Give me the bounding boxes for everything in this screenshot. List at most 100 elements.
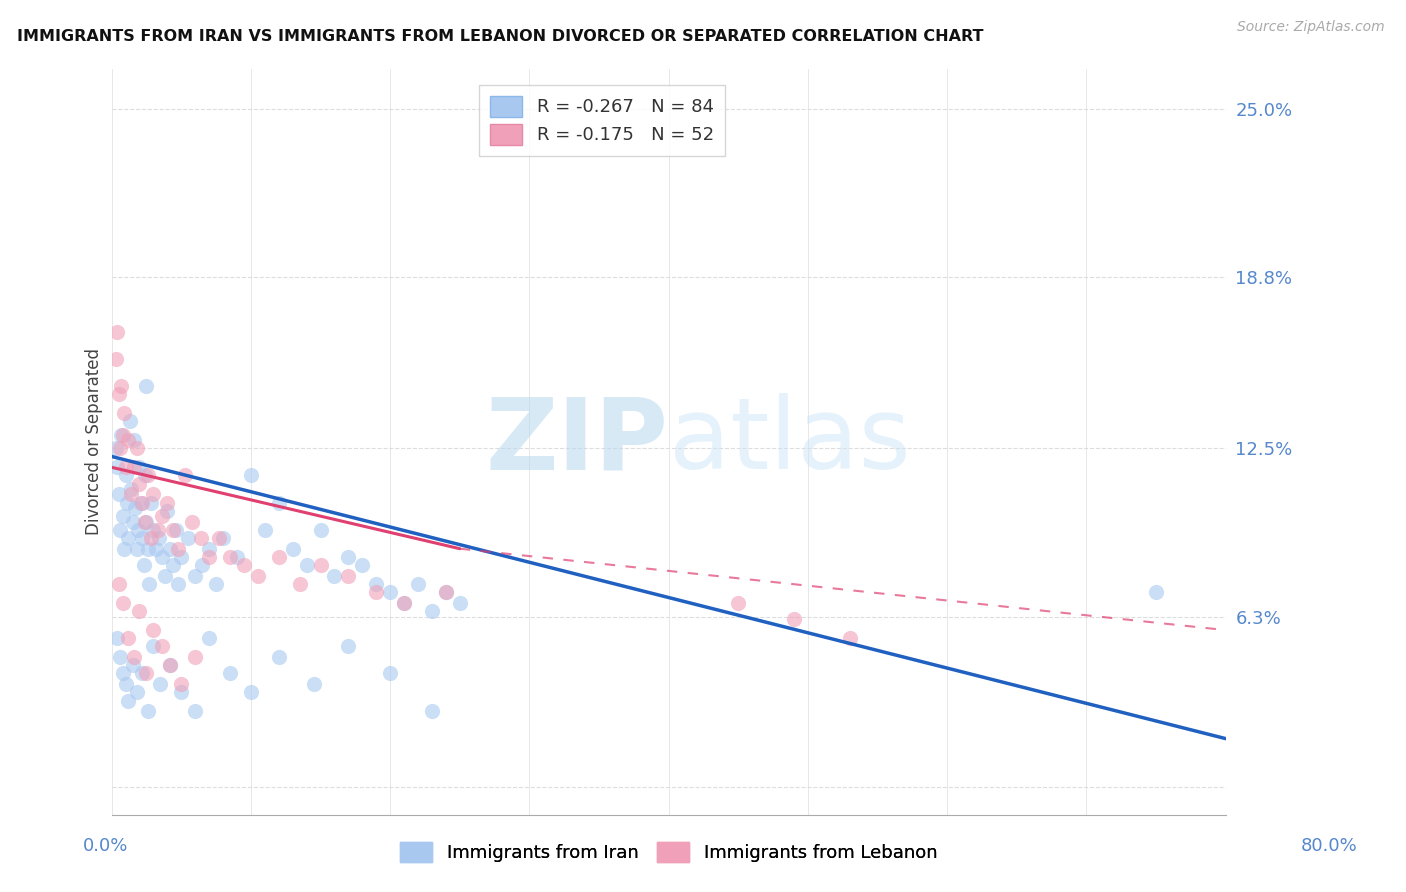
Point [131, 666, 153, 681]
Point [295, 558, 318, 572]
Point [159, 658, 181, 673]
Point [146, 523, 169, 537]
Point [1144, 585, 1167, 599]
Point [107, 487, 129, 501]
Point [105, 325, 128, 339]
Point [378, 585, 401, 599]
Point [107, 577, 129, 591]
Point [108, 442, 131, 456]
Point [135, 379, 157, 393]
Point [267, 495, 290, 509]
Point [111, 509, 134, 524]
Point [366, 577, 388, 591]
Point [104, 351, 127, 366]
Point [783, 612, 806, 626]
Point [124, 501, 146, 516]
Y-axis label: Divorced or Separated: Divorced or Separated [86, 348, 103, 535]
Point [162, 523, 184, 537]
Point [135, 666, 157, 681]
Point [267, 650, 290, 665]
Point [219, 549, 242, 564]
Point [205, 577, 228, 591]
Point [134, 468, 156, 483]
Point [406, 577, 429, 591]
Point [838, 631, 860, 645]
Point [125, 442, 148, 456]
Point [232, 558, 254, 572]
Point [184, 569, 207, 583]
Point [142, 640, 165, 654]
Point [118, 414, 141, 428]
Point [105, 631, 128, 645]
Point [352, 558, 374, 572]
Point [727, 596, 749, 610]
Point [125, 685, 148, 699]
Point [128, 460, 150, 475]
Point [190, 531, 212, 545]
Point [309, 558, 332, 572]
Point [434, 585, 457, 599]
Point [108, 650, 131, 665]
Point [120, 482, 142, 496]
Text: ZIP: ZIP [485, 393, 669, 490]
Point [129, 495, 152, 509]
Point [392, 596, 415, 610]
Point [110, 427, 132, 442]
Point [149, 677, 172, 691]
Point [117, 531, 139, 545]
Point [323, 569, 346, 583]
Point [112, 406, 135, 420]
Text: atlas: atlas [669, 393, 910, 490]
Point [142, 523, 165, 537]
Point [136, 468, 159, 483]
Text: IMMIGRANTS FROM IRAN VS IMMIGRANTS FROM LEBANON DIVORCED OR SEPARATED CORRELATIO: IMMIGRANTS FROM IRAN VS IMMIGRANTS FROM … [17, 29, 983, 44]
Point [153, 569, 176, 583]
Text: 0.0%: 0.0% [83, 837, 128, 855]
Point [165, 523, 187, 537]
Point [156, 504, 179, 518]
Legend: Immigrants from Iran, Immigrants from Lebanon: Immigrants from Iran, Immigrants from Le… [392, 835, 945, 869]
Point [131, 495, 153, 509]
Text: 80.0%: 80.0% [1301, 837, 1357, 855]
Point [191, 558, 214, 572]
Point [122, 460, 145, 475]
Point [170, 685, 193, 699]
Point [198, 541, 221, 556]
Point [337, 549, 360, 564]
Point [114, 677, 136, 691]
Point [177, 531, 200, 545]
Point [198, 631, 221, 645]
Point [184, 705, 207, 719]
Point [120, 487, 142, 501]
Point [111, 596, 134, 610]
Point [108, 523, 131, 537]
Point [132, 558, 155, 572]
Point [392, 596, 415, 610]
Point [110, 379, 132, 393]
Point [281, 541, 304, 556]
Point [378, 666, 401, 681]
Point [174, 468, 197, 483]
Point [148, 531, 170, 545]
Point [239, 685, 262, 699]
Point [150, 509, 173, 524]
Point [167, 577, 190, 591]
Point [420, 705, 443, 719]
Point [138, 577, 160, 591]
Point [134, 515, 156, 529]
Point [112, 541, 135, 556]
Text: Source: ZipAtlas.com: Source: ZipAtlas.com [1237, 20, 1385, 34]
Point [125, 541, 148, 556]
Point [135, 515, 157, 529]
Point [198, 549, 221, 564]
Point [117, 693, 139, 707]
Point [128, 604, 150, 618]
Point [156, 495, 179, 509]
Point [246, 569, 269, 583]
Point [366, 585, 388, 599]
Point [170, 549, 193, 564]
Point [105, 460, 128, 475]
Point [136, 541, 159, 556]
Point [107, 387, 129, 401]
Point [131, 531, 153, 545]
